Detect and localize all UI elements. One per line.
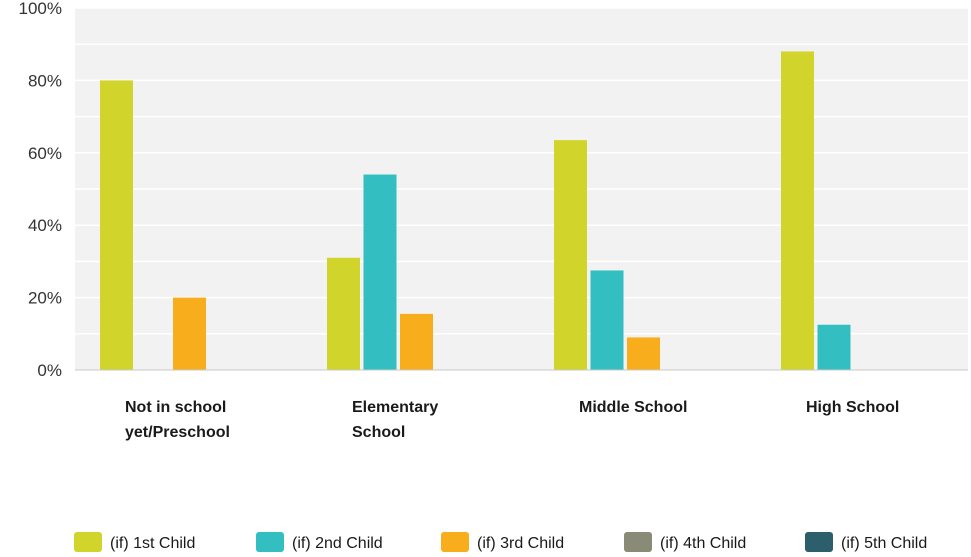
category-label: High School	[806, 399, 899, 416]
category-label: Middle School	[579, 399, 687, 416]
bar	[100, 80, 133, 371]
legend-item: (if) 1st Child	[74, 532, 195, 552]
y-tick-label: 40%	[28, 216, 62, 235]
category-labels: Not in school yet/Preschool Elementary Scho…	[125, 399, 899, 441]
legend-swatch	[805, 532, 833, 552]
bars	[100, 51, 851, 371]
bar	[590, 270, 624, 370]
category-label: Not in school yet/Preschool	[125, 399, 230, 441]
bar	[817, 324, 851, 370]
legend-item: (if) 3rd Child	[441, 532, 564, 552]
legend-label: (if) 1st Child	[110, 535, 195, 552]
y-tick-label: 80%	[28, 71, 62, 90]
legend-swatch	[441, 532, 469, 552]
bar	[781, 51, 814, 370]
bar	[400, 313, 433, 370]
legend-label: (if) 4th Child	[660, 535, 746, 552]
legend: (if) 1st Child (if) 2nd Child (if) 3rd Chi…	[74, 532, 927, 552]
legend-swatch	[256, 532, 284, 552]
y-axis-ticks: 0% 20% 40% 60% 80% 100%	[19, 0, 62, 380]
legend-item: (if) 2nd Child	[256, 532, 383, 552]
bar	[173, 297, 206, 370]
legend-item: (if) 4th Child	[624, 532, 746, 552]
legend-label: (if) 3rd Child	[477, 535, 564, 552]
y-tick-label: 60%	[28, 144, 62, 163]
bar	[363, 174, 397, 370]
legend-label: (if) 2nd Child	[292, 535, 383, 552]
legend-item: (if) 5th Child	[805, 532, 927, 552]
bar	[554, 140, 587, 370]
legend-label: (if) 5th Child	[841, 535, 927, 552]
y-tick-label: 20%	[28, 289, 62, 308]
category-label: Elementary School	[352, 399, 438, 441]
legend-swatch	[74, 532, 102, 552]
legend-swatch	[624, 532, 652, 552]
grid-lines	[75, 7, 968, 335]
y-tick-label: 0%	[37, 361, 62, 380]
y-tick-label: 100%	[19, 0, 62, 18]
bar	[627, 337, 660, 370]
bar	[327, 257, 360, 370]
